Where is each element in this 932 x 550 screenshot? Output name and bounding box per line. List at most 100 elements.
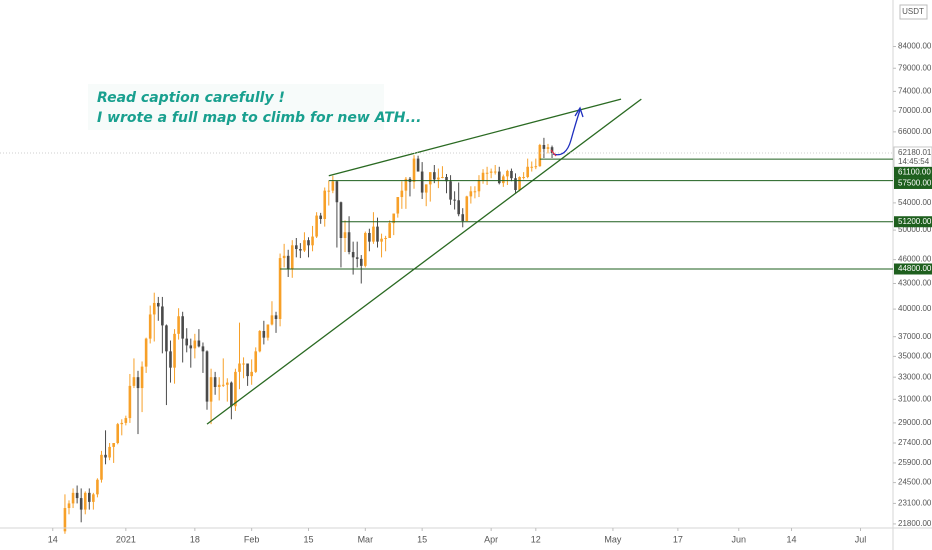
candle-body xyxy=(258,331,262,352)
candle-body xyxy=(457,200,460,215)
candle-body xyxy=(136,377,140,389)
candle-body xyxy=(497,171,501,184)
trendline xyxy=(206,98,642,425)
candle-body xyxy=(420,171,424,193)
candle-body xyxy=(262,331,266,338)
level-label: 51200.00 xyxy=(898,217,932,226)
level-label: 57500.00 xyxy=(898,179,932,188)
level-tag xyxy=(894,263,932,275)
candle-body xyxy=(542,144,546,149)
y-tick-label: 40000.00 xyxy=(898,304,932,313)
candle-body xyxy=(165,325,168,352)
candle-body xyxy=(359,258,363,266)
annotation-line: I wrote a full map to climb for new ATH.… xyxy=(97,110,421,126)
candle-body xyxy=(343,232,347,239)
candle-body xyxy=(469,191,473,197)
candle-body xyxy=(368,232,371,242)
x-tick-label: May xyxy=(604,534,622,544)
candle-body xyxy=(197,340,201,347)
y-tick-label: 23100.00 xyxy=(898,499,932,508)
candle-body xyxy=(364,232,367,266)
candle-body xyxy=(510,170,513,179)
y-tick-label: 79000.00 xyxy=(898,63,932,72)
candle-body xyxy=(319,215,322,219)
candle-body xyxy=(83,492,87,510)
candle-body xyxy=(254,351,258,372)
candle-body xyxy=(400,190,404,198)
candle-body xyxy=(108,446,111,458)
y-tick-label: 25900.00 xyxy=(898,458,932,467)
y-tick-label: 37000.00 xyxy=(898,332,932,341)
candle-body xyxy=(226,382,229,385)
candle-body xyxy=(388,223,391,239)
x-tick-label: Mar xyxy=(358,534,374,544)
candle-body xyxy=(221,384,225,386)
candle-body xyxy=(481,172,485,181)
last-price: 62180.01 xyxy=(898,148,932,157)
candle-body xyxy=(250,371,253,377)
countdown: 14:45:54 xyxy=(898,157,930,166)
candle-body xyxy=(550,147,554,153)
candle-body xyxy=(148,314,152,339)
candle-body xyxy=(238,363,241,372)
candle-body xyxy=(424,184,428,193)
candle-body xyxy=(209,377,213,402)
candle-body xyxy=(92,494,95,502)
candle-body xyxy=(230,382,233,407)
candle-body xyxy=(286,255,290,269)
x-tick-label: 18 xyxy=(190,534,200,544)
x-tick-label: Jul xyxy=(855,534,867,544)
candle-body xyxy=(79,498,83,510)
candle-body xyxy=(169,351,172,368)
candle-body xyxy=(75,492,79,499)
candle-body xyxy=(526,166,529,177)
candle-body xyxy=(311,236,314,246)
candle-body xyxy=(205,351,209,402)
candle-body xyxy=(152,302,156,315)
candle-body xyxy=(116,424,120,444)
candle-body xyxy=(278,258,282,319)
annotation-line: Read caption carefully ! xyxy=(97,90,285,106)
candle-body xyxy=(270,315,274,325)
y-tick-label: 54000.00 xyxy=(898,198,932,207)
candle-body xyxy=(246,363,249,377)
candle-body xyxy=(412,158,416,182)
candle-body xyxy=(347,232,351,253)
candle-body xyxy=(144,338,148,367)
y-tick-label: 46000.00 xyxy=(898,255,932,264)
x-tick-label: 17 xyxy=(673,534,683,544)
candle-body xyxy=(376,226,379,242)
candle-body xyxy=(355,257,359,259)
candle-body xyxy=(140,366,144,389)
candle-body xyxy=(177,316,180,334)
candle-body xyxy=(485,172,489,174)
candle-body xyxy=(331,181,335,191)
candle-body xyxy=(502,176,505,184)
candle-body xyxy=(441,176,444,178)
candle-body xyxy=(538,144,542,167)
candle-body xyxy=(173,333,176,368)
y-tick-label: 66000.00 xyxy=(898,127,932,136)
candle-body xyxy=(181,316,184,339)
forecast-tick xyxy=(550,149,557,157)
candle-body xyxy=(530,166,534,168)
level-label: 44800.00 xyxy=(898,264,932,273)
y-tick-label: 24500.00 xyxy=(898,478,932,487)
candle-body xyxy=(88,492,91,502)
candle-body xyxy=(518,176,521,191)
candle-body xyxy=(274,315,278,319)
x-tick-label: Jun xyxy=(731,534,746,544)
candle-body xyxy=(546,147,550,149)
candle-body xyxy=(303,240,306,251)
currency-box xyxy=(899,4,928,20)
candle-body xyxy=(213,377,217,387)
candle-body xyxy=(428,172,432,185)
candle-body xyxy=(128,385,132,419)
candle-body xyxy=(453,199,456,201)
x-tick-label: Apr xyxy=(484,534,498,544)
candle-body xyxy=(449,181,452,200)
trendline xyxy=(328,98,622,177)
candle-body xyxy=(489,171,493,173)
candle-body xyxy=(201,346,205,352)
